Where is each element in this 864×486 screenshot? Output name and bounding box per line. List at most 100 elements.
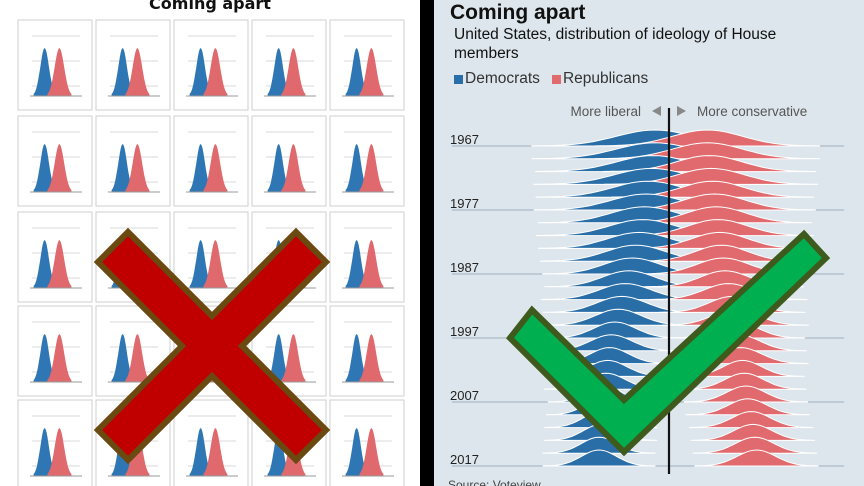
dem-density <box>33 428 56 476</box>
small-multiple-cell <box>251 19 327 111</box>
rep-density <box>47 48 72 96</box>
source-note: Source: Voteview <box>448 478 541 486</box>
small-multiple-cell <box>95 115 171 207</box>
legend-swatch-democrats <box>454 74 463 84</box>
small-multiple-cell <box>329 305 405 397</box>
axis-right-label: More conservative <box>697 104 807 119</box>
republicans-ridge <box>595 142 820 160</box>
chart-title: Coming apart <box>450 1 586 24</box>
year-tick-label: 1987 <box>450 260 479 275</box>
republicans-ridge <box>683 385 809 403</box>
ridge-row <box>531 142 820 160</box>
small-multiple-cell <box>251 305 327 397</box>
dem-density <box>111 144 134 192</box>
ridge-row <box>542 449 819 467</box>
republicans-ridge <box>689 411 814 429</box>
legend-label-democrats: Democrats <box>465 70 540 87</box>
dem-density <box>33 144 56 192</box>
chart-subtitle: United States, distribution of ideology … <box>454 26 777 62</box>
dem-density <box>33 240 56 288</box>
rep-density <box>281 144 306 192</box>
ridge-row <box>531 129 820 147</box>
year-tick-label: 1997 <box>450 324 479 339</box>
small-multiple-cell <box>17 115 93 207</box>
dem-density <box>345 334 368 382</box>
year-tick-label: 2017 <box>450 452 479 467</box>
dem-density <box>189 48 212 96</box>
dem-density <box>267 48 290 96</box>
rep-density <box>125 144 150 192</box>
small-multiple-cell <box>251 211 327 303</box>
dem-density <box>345 428 368 476</box>
small-multiple-cell <box>173 115 249 207</box>
democrats-ridge <box>542 449 656 467</box>
republicans-ridge <box>694 449 819 467</box>
rep-density <box>47 240 72 288</box>
small-multiple-cell <box>173 19 249 111</box>
dem-density <box>33 48 56 96</box>
ridgeline-panel: 1967 1977 1987 1997 2007 2017 More liberal More… <box>434 0 864 486</box>
legend-swatch-republicans <box>551 74 561 84</box>
democrats-ridge <box>545 308 692 326</box>
rep-density <box>359 240 384 288</box>
dem-density <box>267 144 290 192</box>
small-multiple-cell <box>329 115 405 207</box>
democrats-ridge <box>547 321 683 339</box>
arrow-left-icon <box>652 106 661 116</box>
rep-density <box>359 48 384 96</box>
small-multiple-cell <box>17 305 93 397</box>
rep-density <box>47 428 72 476</box>
dem-density <box>345 48 368 96</box>
year-tick-label: 1977 <box>450 196 479 211</box>
small-multiple-cell <box>329 19 405 111</box>
small-multiple-cell <box>17 399 93 486</box>
small-multiple-cell <box>173 305 249 397</box>
rep-density <box>359 144 384 192</box>
rep-density <box>359 428 384 476</box>
year-tick-label: 2007 <box>450 388 479 403</box>
small-multiple-cell <box>17 211 93 303</box>
legend-item-republicans: Republicans <box>551 70 649 88</box>
small-multiples-grid <box>17 19 405 486</box>
republicans-ridge <box>595 129 820 147</box>
dem-density <box>189 144 212 192</box>
small-multiples-panel: Coming apart <box>0 0 420 486</box>
dem-density <box>33 334 56 382</box>
ridgeline-chart: 1967 1977 1987 1997 2007 2017 More liberal More… <box>450 104 844 474</box>
small-multiple-cell <box>95 399 171 486</box>
check-mark-icon <box>505 229 831 457</box>
axis-left-label: More liberal <box>570 104 641 119</box>
rep-density <box>359 334 384 382</box>
small-multiple-cell <box>251 399 327 486</box>
republicans-ridge <box>690 423 816 441</box>
dem-density <box>345 144 368 192</box>
small-multiple-cell <box>173 211 249 303</box>
rep-density <box>47 334 72 382</box>
ridge-row <box>535 219 814 237</box>
small-multiple-cell <box>329 399 405 486</box>
rep-density <box>125 48 150 96</box>
small-multiple-cell <box>95 305 171 397</box>
legend: Democrats Republicans <box>454 70 654 88</box>
rep-density <box>47 144 72 192</box>
small-multiple-cell <box>329 211 405 303</box>
small-multiple-cell <box>17 19 93 111</box>
ridge-row <box>540 244 806 262</box>
small-multiple-cell <box>95 19 171 111</box>
rep-density <box>203 144 228 192</box>
left-panel-title: Coming apart <box>149 0 271 13</box>
arrow-right-icon <box>677 106 686 116</box>
republicans-ridge <box>692 436 817 454</box>
dem-density <box>345 240 368 288</box>
small-multiple-cell <box>173 399 249 486</box>
republicans-ridge <box>682 372 807 390</box>
year-tick-label: 1967 <box>450 132 479 147</box>
small-multiple-cell <box>251 115 327 207</box>
rep-density <box>203 48 228 96</box>
legend-item-democrats: Democrats <box>454 70 540 88</box>
rep-density <box>281 48 306 96</box>
small-multiple-cell <box>95 211 171 303</box>
republicans-ridge <box>685 398 810 416</box>
dem-density <box>111 48 134 96</box>
legend-label-republicans: Republicans <box>562 70 649 87</box>
